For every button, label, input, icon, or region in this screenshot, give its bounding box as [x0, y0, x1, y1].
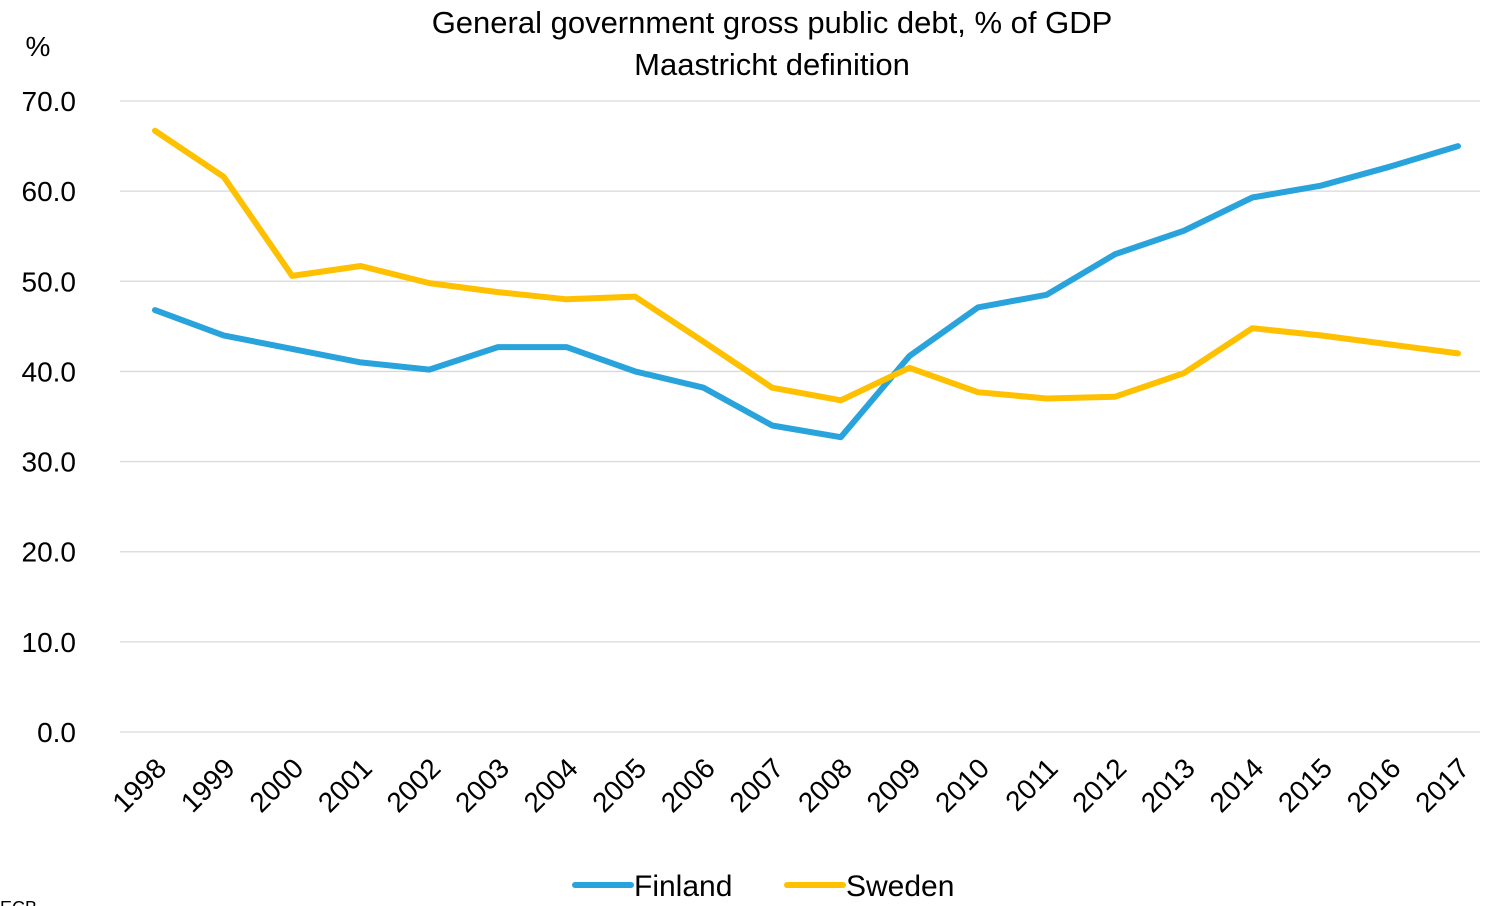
- legend: Finland Sweden: [572, 870, 954, 903]
- y-tick-label: 50.0: [22, 266, 77, 297]
- x-tick-label: 2003: [449, 752, 515, 818]
- x-tick-label: 2015: [1272, 752, 1338, 818]
- x-tick-label: 2001: [312, 752, 378, 818]
- x-tick-label: 1998: [106, 752, 172, 818]
- source-note: ECB: [0, 898, 37, 906]
- x-tick-label: 2004: [518, 752, 584, 818]
- chart-title: General government gross public debt, % …: [432, 5, 1113, 40]
- x-tick-label: 2016: [1341, 752, 1407, 818]
- y-tick-label: 20.0: [22, 537, 77, 568]
- y-axis-unit-label: %: [26, 31, 51, 62]
- y-tick-label: 40.0: [22, 356, 77, 387]
- x-tick-label: 1999: [175, 752, 241, 818]
- y-tick-label: 60.0: [22, 176, 77, 207]
- x-tick-label: 2017: [1409, 752, 1475, 818]
- y-tick-label: 70.0: [22, 86, 77, 117]
- y-tick-label: 0.0: [37, 717, 76, 748]
- x-tick-label: 2000: [243, 752, 309, 818]
- gridlines: [120, 100, 1480, 733]
- y-tick-label: 10.0: [22, 627, 77, 658]
- x-tick-label: 2012: [1066, 752, 1132, 818]
- x-tick-label: 2002: [381, 752, 447, 818]
- series-line-finland: [152, 143, 1461, 441]
- x-tick-label: 2009: [861, 752, 927, 818]
- x-tick-label: 2008: [792, 752, 858, 818]
- x-tick-label: 2005: [586, 752, 652, 818]
- legend-label: Sweden: [846, 870, 954, 903]
- x-axis-ticks: 1998 1999 2000 2001 2002 2003 2004 2005 2006 2007…: [106, 752, 1475, 818]
- x-tick-label: 2006: [655, 752, 721, 818]
- x-tick-label: 2014: [1204, 752, 1270, 818]
- x-tick-label: 2011: [999, 752, 1064, 817]
- y-tick-label: 30.0: [22, 447, 77, 478]
- x-tick-label: 2013: [1135, 752, 1201, 818]
- y-axis-ticks: 0.0 10.0 20.0 30.0 40.0 50.0 60.0 70.0: [22, 86, 77, 748]
- legend-label: Finland: [634, 870, 732, 903]
- series-line-sweden: [152, 127, 1461, 404]
- series-lines: [152, 127, 1461, 441]
- chart-subtitle: Maastricht definition: [634, 47, 910, 82]
- x-tick-label: 2007: [723, 752, 789, 818]
- x-tick-label: 2010: [929, 752, 995, 818]
